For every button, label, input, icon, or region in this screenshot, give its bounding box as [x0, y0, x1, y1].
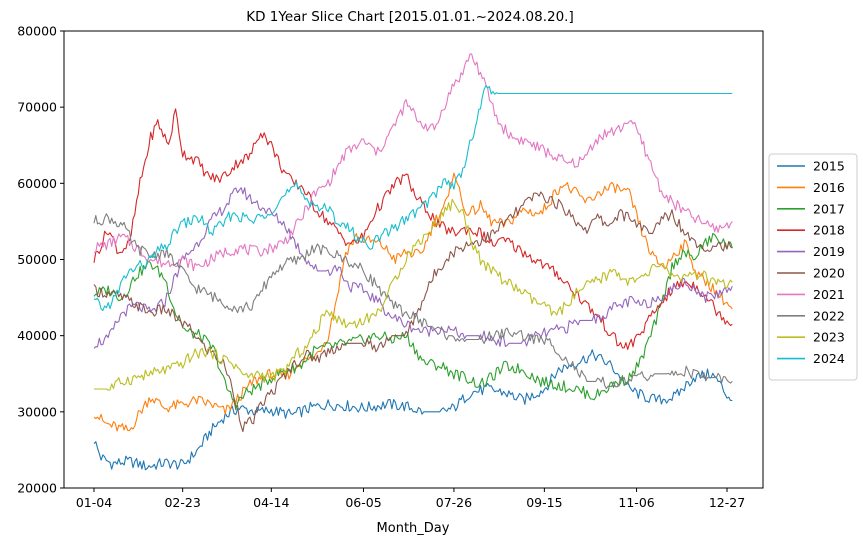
legend-label-2023: 2023: [813, 330, 845, 345]
series-line-2021: [93, 53, 733, 272]
legend-label-2015: 2015: [813, 159, 845, 174]
chart-title: KD 1Year Slice Chart [2015.01.01.~2024.0…: [246, 9, 574, 25]
y-axis: 20000 30000 40000 50000 60000 70000 80000: [17, 24, 64, 496]
x-tick-label: 07-26: [436, 495, 472, 510]
y-tick-label: 40000: [17, 328, 57, 343]
legend: 2015 2016 2017 2018 2019 2020 2021 2022 2023 2024: [768, 153, 858, 381]
legend-label-2022: 2022: [813, 308, 845, 323]
series-line-2016: [93, 172, 733, 432]
x-tick-label: 01-04: [76, 495, 112, 510]
series-layer: [93, 53, 733, 471]
legend-label-2021: 2021: [813, 287, 845, 302]
series-line-2023: [94, 198, 733, 391]
x-tick-label: 12-27: [709, 495, 745, 510]
x-tick-label: 04-14: [253, 495, 289, 510]
series-line-2018: [93, 108, 733, 350]
y-tick-label: 20000: [17, 481, 57, 496]
x-tick-label: 02-23: [164, 495, 200, 510]
x-tick-label: 06-05: [345, 495, 381, 510]
y-tick-label: 60000: [17, 176, 57, 191]
series-line-2022: [93, 213, 733, 390]
y-tick-label: 70000: [17, 100, 57, 115]
x-tick-label: 09-15: [526, 495, 562, 510]
y-tick-label: 80000: [17, 24, 57, 39]
legend-label-2016: 2016: [813, 180, 845, 195]
series-line-2024: [93, 85, 733, 311]
series-line-2019: [93, 187, 733, 349]
x-tick-label: 11-06: [618, 495, 654, 510]
series-line-2015: [93, 349, 733, 471]
legend-label-2018: 2018: [813, 223, 845, 238]
legend-box: [768, 153, 858, 381]
series-line-2020: [93, 191, 733, 433]
legend-label-2020: 2020: [813, 266, 845, 281]
y-tick-label: 50000: [17, 252, 57, 267]
y-tick-label: 30000: [17, 404, 57, 419]
plot-frame: [63, 30, 764, 489]
legend-label-2017: 2017: [813, 201, 845, 216]
legend-label-2024: 2024: [813, 351, 845, 366]
legend-label-2019: 2019: [813, 244, 845, 259]
x-axis: 01-04 02-23 04-14 06-05 07-26 09-15 11-06 12-27: [76, 488, 745, 510]
x-axis-label: Month_Day: [377, 521, 450, 536]
